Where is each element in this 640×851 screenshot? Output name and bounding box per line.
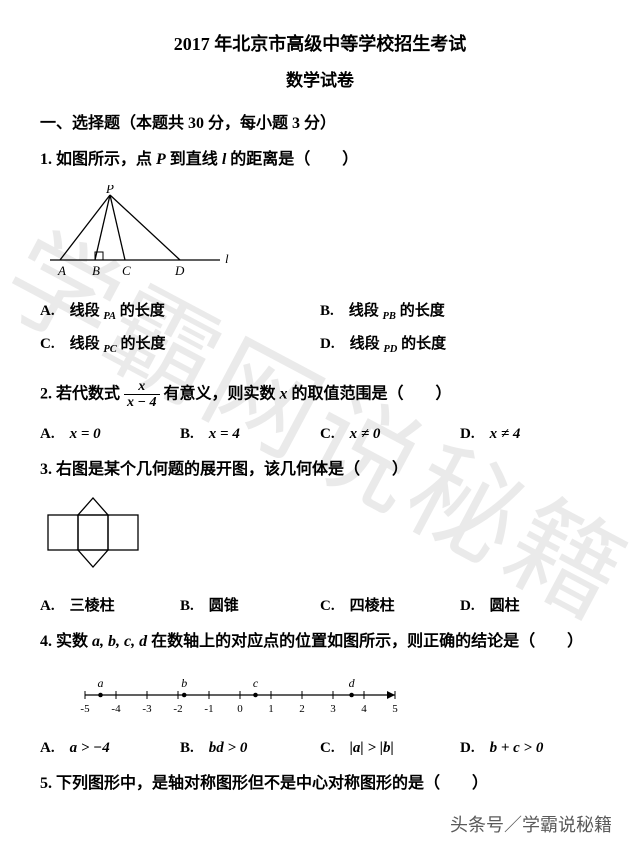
- svg-text:C: C: [122, 263, 131, 278]
- svg-text:-3: -3: [142, 703, 152, 715]
- q1-stem-pre: 1. 如图所示，点: [40, 151, 156, 168]
- q2-mid: 有意义，则实数: [160, 385, 280, 402]
- q4-pre: 4. 实数: [40, 633, 92, 650]
- q1c-post: 的长度: [117, 336, 166, 352]
- svg-text:1: 1: [268, 703, 274, 715]
- q1b-pre: B. 线段: [320, 303, 383, 319]
- q2-opt-a: A. x = 0: [40, 422, 180, 443]
- q4a-lbl: A.: [40, 740, 70, 756]
- svg-text:D: D: [174, 263, 185, 278]
- q2-pre: 2. 若代数式: [40, 385, 124, 402]
- q4-opt-a: A. a > −4: [40, 736, 180, 757]
- q2-post: 的取值范围是（ ）: [288, 385, 452, 402]
- q1-options: A. 线段 PA 的长度 B. 线段 PB 的长度 C. 线段 PC 的长度 D…: [40, 299, 600, 365]
- q1-var-p: P: [156, 151, 166, 168]
- svg-text:0: 0: [237, 703, 243, 715]
- q1-opt-d: D. 线段 PD 的长度: [320, 332, 600, 355]
- q4a-math: a > −4: [70, 740, 110, 756]
- svg-text:A: A: [57, 263, 66, 278]
- q3-stem: 3. 右图是某个几何题的展开图，该几何体是（ ）: [40, 457, 600, 483]
- q4b-lbl: B.: [180, 740, 209, 756]
- svg-text:d: d: [349, 676, 356, 690]
- q2a-math: x = 0: [70, 426, 101, 442]
- q4c-math: |a| > |b|: [350, 740, 394, 756]
- footer-attribution: 头条号／学霸说秘籍: [450, 811, 612, 837]
- q2c-math: x ≠ 0: [350, 426, 381, 442]
- svg-text:-5: -5: [80, 703, 90, 715]
- q4-opt-c: C. |a| > |b|: [320, 736, 460, 757]
- svg-text:4: 4: [361, 703, 367, 715]
- q2b-lbl: B.: [180, 426, 209, 442]
- exam-page: 2017 年北京市高级中等学校招生考试 数学试卷 一、选择题（本题共 30 分，…: [0, 0, 640, 828]
- q1d-var: PD: [383, 344, 397, 355]
- q4-opt-d: D. b + c > 0: [460, 736, 600, 757]
- q3-opt-d: D. 圆柱: [460, 594, 600, 615]
- q1-opt-a: A. 线段 PA 的长度: [40, 299, 320, 322]
- svg-text:5: 5: [392, 703, 398, 715]
- q2-fraction: xx − 4: [124, 379, 159, 411]
- q2-opt-d: D. x ≠ 4: [460, 422, 600, 443]
- svg-text:3: 3: [330, 703, 336, 715]
- svg-text:-2: -2: [173, 703, 182, 715]
- q2d-math: x ≠ 4: [490, 426, 521, 442]
- q2-stem: 2. 若代数式 xx − 4 有意义，则实数 x 的取值范围是（ ）: [40, 379, 600, 411]
- q2a-lbl: A.: [40, 426, 70, 442]
- q4-stem: 4. 实数 a, b, c, d 在数轴上的对应点的位置如图所示，则正确的结论是…: [40, 629, 600, 655]
- q2-options: A. x = 0 B. x = 4 C. x ≠ 0 D. x ≠ 4: [40, 422, 600, 443]
- page-subtitle: 数学试卷: [40, 66, 600, 91]
- svg-text:l: l: [225, 251, 229, 266]
- q1-figure: P A B C D l: [40, 185, 600, 285]
- q2-frac-num: x: [124, 379, 159, 395]
- q4d-math: b + c > 0: [490, 740, 544, 756]
- svg-text:2: 2: [299, 703, 305, 715]
- svg-text:B: B: [92, 263, 100, 278]
- q3-opt-c: C. 四棱柱: [320, 594, 460, 615]
- q3-opt-a: A. 三棱柱: [40, 594, 180, 615]
- q4-options: A. a > −4 B. bd > 0 C. |a| > |b| D. b + …: [40, 736, 600, 757]
- q2c-lbl: C.: [320, 426, 350, 442]
- q1-opt-c: C. 线段 PC 的长度: [40, 332, 320, 355]
- q1a-pre: A. 线段: [40, 303, 103, 319]
- q3-figure: [40, 495, 600, 580]
- q2d-lbl: D.: [460, 426, 490, 442]
- q4-post: 在数轴上的对应点的位置如图所示，则正确的结论是（ ）: [147, 633, 583, 650]
- q1-opt-b: B. 线段 PB 的长度: [320, 299, 600, 322]
- q1d-pre: D. 线段: [320, 336, 383, 352]
- q3-options: A. 三棱柱 B. 圆锥 C. 四棱柱 D. 圆柱: [40, 594, 600, 615]
- svg-text:c: c: [253, 676, 259, 690]
- q4-numberline: -5 -4 -3 -2 -1 0 1 2 3 4 5 a b c d: [40, 667, 600, 722]
- q1-stem: 1. 如图所示，点 P 到直线 l 的距离是（ ）: [40, 147, 600, 173]
- section-heading: 一、选择题（本题共 30 分，每小题 3 分）: [40, 109, 600, 133]
- q1c-var: PC: [103, 344, 116, 355]
- q1-stem-post: 的距离是（ ）: [226, 151, 358, 168]
- q1b-post: 的长度: [396, 303, 445, 319]
- q2-frac-den: x − 4: [124, 395, 159, 410]
- q2-var: x: [280, 385, 288, 402]
- q2-opt-b: B. x = 4: [180, 422, 320, 443]
- q4-vars: a, b, c, d: [92, 633, 147, 650]
- q1-stem-mid: 到直线: [166, 151, 222, 168]
- q3-opt-b: B. 圆锥: [180, 594, 320, 615]
- svg-text:b: b: [181, 676, 187, 690]
- q2-opt-c: C. x ≠ 0: [320, 422, 460, 443]
- svg-text:a: a: [98, 676, 104, 690]
- q4b-math: bd > 0: [209, 740, 248, 756]
- svg-text:P: P: [105, 185, 114, 196]
- svg-text:-1: -1: [204, 703, 213, 715]
- q1b-var: PB: [383, 311, 396, 322]
- page-title: 2017 年北京市高级中等学校招生考试: [40, 30, 600, 56]
- q4c-lbl: C.: [320, 740, 350, 756]
- q1c-pre: C. 线段: [40, 336, 103, 352]
- q2b-math: x = 4: [209, 426, 240, 442]
- q4d-lbl: D.: [460, 740, 490, 756]
- svg-text:-4: -4: [111, 703, 121, 715]
- q1d-post: 的长度: [397, 336, 446, 352]
- q1a-var: PA: [103, 311, 116, 322]
- q5-stem: 5. 下列图形中，是轴对称图形但不是中心对称图形的是（ ）: [40, 771, 600, 797]
- q4-opt-b: B. bd > 0: [180, 736, 320, 757]
- q1a-post: 的长度: [116, 303, 165, 319]
